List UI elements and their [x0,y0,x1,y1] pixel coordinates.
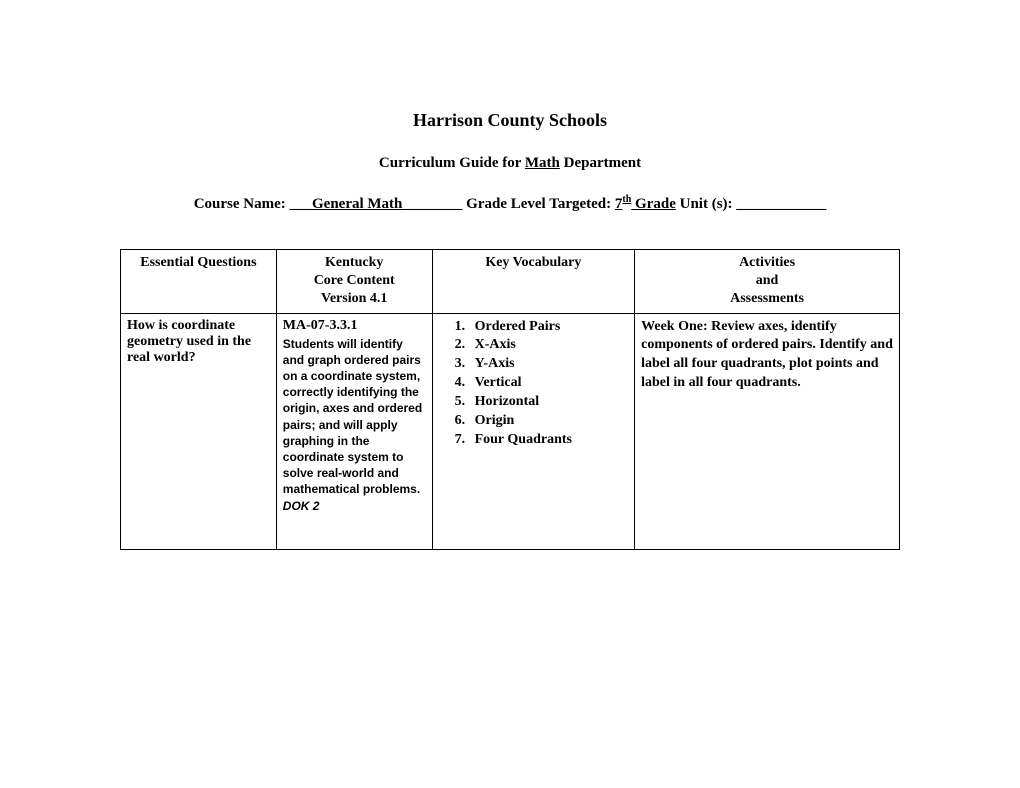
cell-vocabulary: Ordered Pairs X-Axis Y-Axis Vertical Hor… [432,313,635,550]
course-name-label: Course Name: [194,196,290,212]
header-key-vocabulary: Key Vocabulary [432,250,635,314]
subtitle-subject: Math [525,155,560,171]
standard-code: MA-07-3.3.1 [283,318,426,334]
vocab-item: Horizontal [469,393,629,412]
table-header-row: Essential Questions KentuckyCore Content… [121,250,900,314]
grade-sup: th [622,194,631,205]
vocab-item: Y-Axis [469,355,629,374]
subtitle: Curriculum Guide for Math Department [120,155,900,172]
vocab-item: Vertical [469,374,629,393]
cell-essential-question: How is coordinate geometry used in the r… [121,313,277,550]
header-activities: ActivitiesandAssessments [635,250,900,314]
vocab-item: Origin [469,412,629,431]
vocab-item: Four Quadrants [469,431,629,450]
standard-description: Students will identify and graph ordered… [283,336,426,498]
vocabulary-list: Ordered Pairs X-Axis Y-Axis Vertical Hor… [439,318,629,450]
subtitle-prefix: Curriculum Guide for [379,155,525,171]
cell-core-content: MA-07-3.3.1 Students will identify and g… [276,313,432,550]
subtitle-suffix: Department [560,155,641,171]
unit-blank: ____________ [736,196,826,212]
unit-label: Unit (s): [676,196,736,212]
essential-question-text: How is coordinate geometry used in the r… [127,318,270,366]
course-name-blank-pre: ___ [290,196,313,212]
vocab-item: X-Axis [469,336,629,355]
page-title: Harrison County Schools [120,110,900,131]
activities-text: Week One: Review axes, identify componen… [641,318,893,394]
grade-label: Grade Level Targeted: [462,196,614,212]
curriculum-table: Essential Questions KentuckyCore Content… [120,249,900,550]
course-info-line: Course Name: ___General Math________ Gra… [120,194,900,213]
grade-suffix: Grade [631,196,676,212]
course-name-value: General Math [312,196,402,212]
cell-activities: Week One: Review axes, identify componen… [635,313,900,550]
course-name-blank-post: ________ [402,196,462,212]
vocab-item: Ordered Pairs [469,318,629,337]
header-core-content: KentuckyCore ContentVersion 4.1 [276,250,432,314]
header-essential-questions: Essential Questions [121,250,277,314]
dok-level: DOK 2 [283,499,426,513]
table-row: How is coordinate geometry used in the r… [121,313,900,550]
